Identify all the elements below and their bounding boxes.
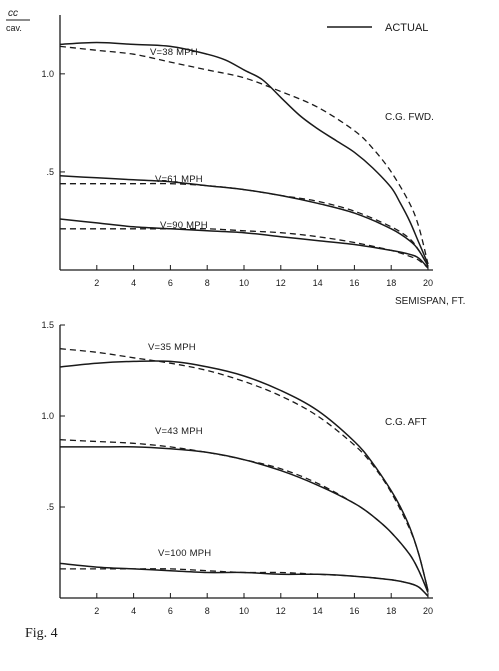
y-tick-label: 1.0 xyxy=(41,411,54,421)
y-tick-label: 1.5 xyxy=(41,320,54,330)
y-tick-label: 1.0 xyxy=(41,69,54,79)
chart-title-cg-fwd: C.G. FWD. xyxy=(385,112,434,123)
x-tick-label: 6 xyxy=(168,278,173,288)
curve-label: V=90 MPH xyxy=(160,220,208,231)
y-axis-label-numerator: cc xyxy=(8,8,18,19)
curve-label: V=38 MPH xyxy=(150,47,198,58)
legend-label: ACTUAL xyxy=(385,22,428,34)
chart-title-cg-aft: C.G. AFT xyxy=(385,417,427,428)
x-tick-label: 20 xyxy=(423,606,433,616)
x-tick-label: 16 xyxy=(349,278,359,288)
legend: ACTUAL xyxy=(327,22,428,34)
x-tick-label: 10 xyxy=(239,606,249,616)
series-v-38-mph-dashed xyxy=(59,45,429,265)
x-tick-label: 14 xyxy=(313,606,323,616)
x-tick-label: 18 xyxy=(386,278,396,288)
x-tick-label: 2 xyxy=(94,606,99,616)
x-tick-label: 18 xyxy=(386,606,396,616)
series-v-35-mph-dashed xyxy=(59,348,429,591)
x-tick-label: 4 xyxy=(131,278,136,288)
series-v-43-mph-dashed xyxy=(59,439,429,593)
y-tick-label: .5 xyxy=(46,502,54,512)
chart-cg-aft: C.G. AFT 2 4 6 8 10 12 14 16 18 20 .5 1.0 1.5 V=35 MP… xyxy=(41,320,433,616)
series-v-43-mph-solid xyxy=(60,446,429,593)
series-v-90-mph-solid xyxy=(59,218,429,269)
series-v-90-mph-dashed xyxy=(60,228,429,269)
x-tick-label: 14 xyxy=(313,278,323,288)
x-tick-label: 6 xyxy=(168,606,173,616)
x-tick-label: 12 xyxy=(276,278,286,288)
series-v-61-mph-dashed xyxy=(60,182,429,267)
curve-label: V=61 MPH xyxy=(155,174,203,185)
curve-label: V=100 MPH xyxy=(158,548,211,559)
x-tick-label: 20 xyxy=(423,278,433,288)
chart-cg-fwd: C.G. FWD. SEMISPAN, FT. 2 4 6 8 10 12 14 16 18 20… xyxy=(41,15,465,307)
x-axis-label: SEMISPAN, FT. xyxy=(395,296,465,307)
x-tick-label: 8 xyxy=(205,606,210,616)
x-tick-label: 2 xyxy=(94,278,99,288)
x-tick-label: 16 xyxy=(349,606,359,616)
y-axis-label-denominator: cav. xyxy=(6,23,22,33)
x-tick-label: 8 xyxy=(205,278,210,288)
x-tick-label: 10 xyxy=(239,278,249,288)
x-tick-label: 12 xyxy=(276,606,286,616)
curve-label: V=35 MPH xyxy=(148,342,196,353)
y-tick-label: .5 xyxy=(46,167,54,177)
series-v-38-mph-solid xyxy=(59,41,429,265)
y-axis-label: cc cav. xyxy=(6,8,30,33)
series-v-100-mph-dashed xyxy=(59,568,429,597)
curve-label: V=43 MPH xyxy=(155,426,203,437)
series-v-35-mph-solid xyxy=(59,360,429,591)
figure-label: Fig. 4 xyxy=(25,626,58,641)
x-tick-label: 4 xyxy=(131,606,136,616)
